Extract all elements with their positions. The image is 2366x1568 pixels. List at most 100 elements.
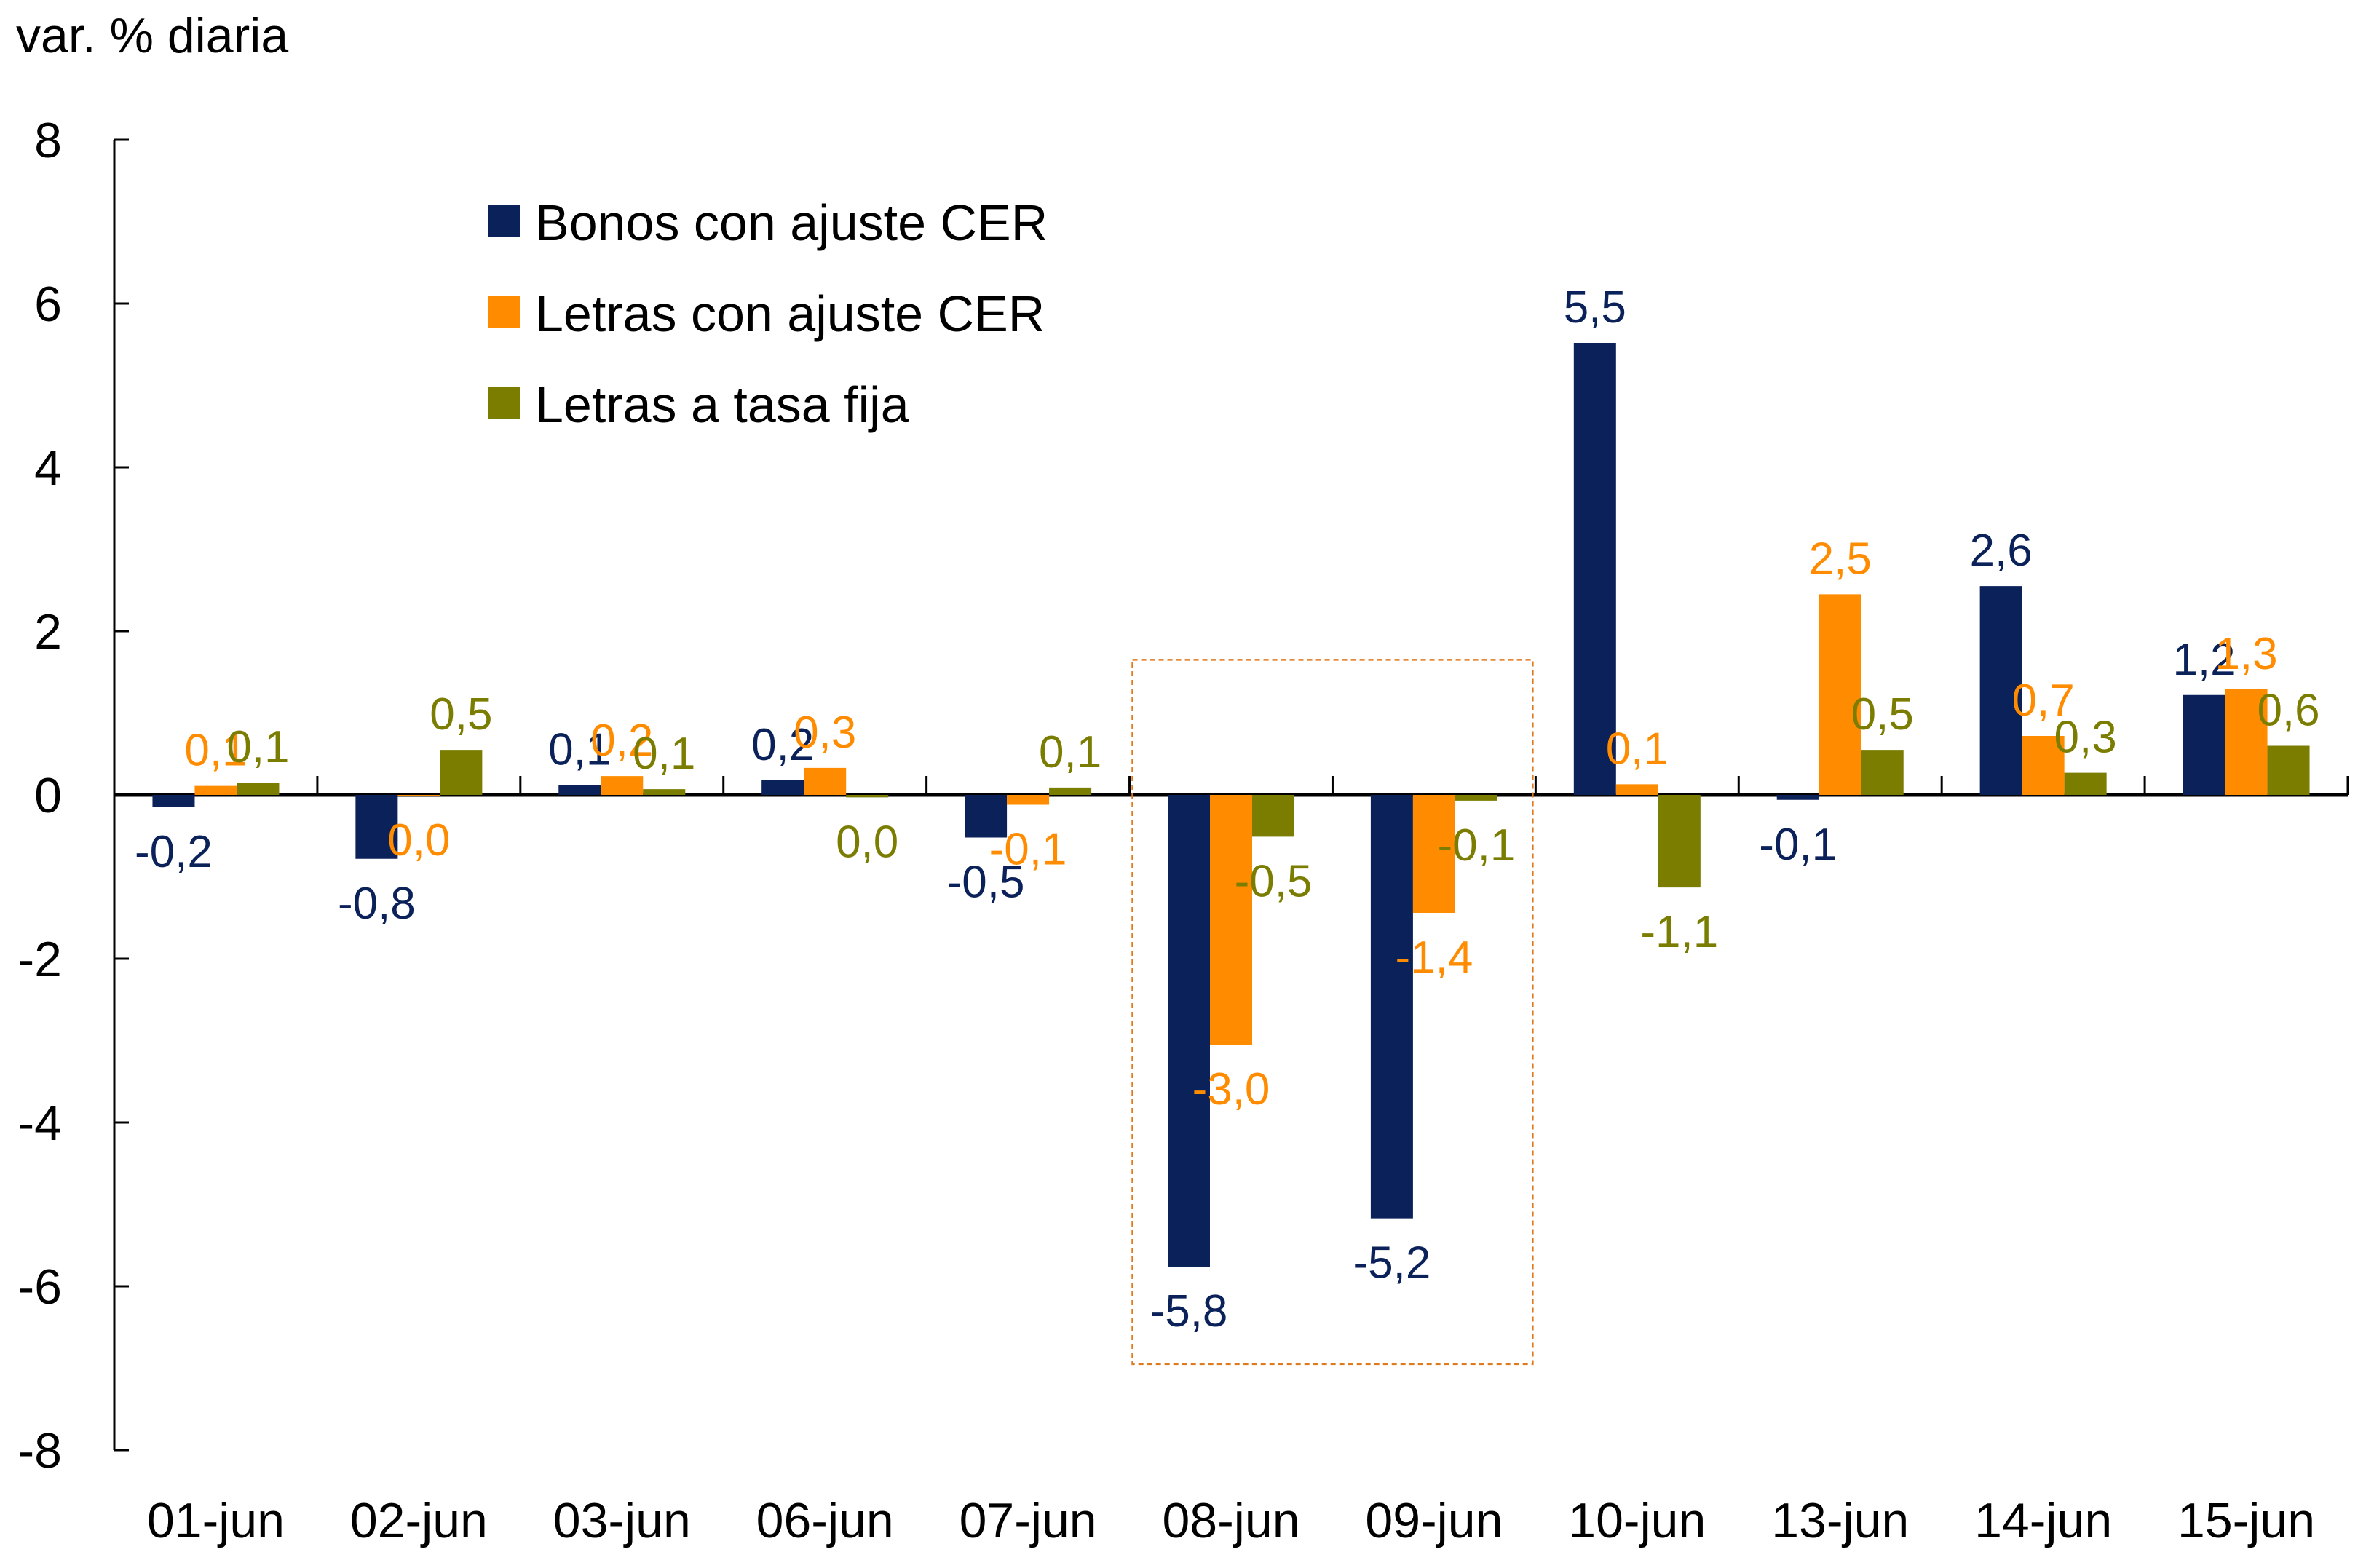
bar-letras-tasa-fija: [1049, 787, 1092, 795]
bar-bonos-cer: [1168, 795, 1210, 1267]
bar-letras-cer: [397, 795, 440, 796]
bar-bonos-cer: [965, 795, 1008, 838]
bar-letras-tasa-fija: [1455, 795, 1497, 801]
data-label: 0,1: [1606, 724, 1669, 774]
bar-letras-tasa-fija: [237, 783, 280, 795]
legend-label: Letras con ajuste CER: [535, 285, 1045, 342]
x-tick-label: 14-jun: [1974, 1493, 2112, 1548]
x-tick-label: 07-jun: [960, 1493, 1097, 1548]
axes: 8 6 4 2 0 -2 -4 -6 -8 01-jun 02-jun 03-jun 06-jun 07-…: [18, 113, 2349, 1548]
data-label: -1,1: [1640, 907, 1718, 957]
bar-letras-tasa-fija: [1861, 750, 1904, 795]
bar-letras-cer: [804, 767, 847, 795]
x-tick-label: 09-jun: [1365, 1493, 1503, 1548]
y-tick-label: -8: [18, 1423, 62, 1478]
bar-letras-tasa-fija: [1252, 795, 1294, 837]
data-label: 0,5: [430, 689, 492, 740]
bar-bonos-cer: [1370, 795, 1413, 1219]
y-tick-label: 4: [34, 440, 62, 496]
y-tick-label: -6: [18, 1259, 62, 1315]
legend-swatch: [488, 205, 520, 237]
bar-letras-tasa-fija: [2267, 745, 2310, 795]
bar-letras-cer: [601, 776, 644, 795]
bar-bonos-cer: [2183, 694, 2225, 795]
bar-bonos-cer: [1776, 795, 1819, 800]
bar-bonos-cer: [1573, 343, 1616, 795]
data-label: 0,3: [794, 708, 856, 758]
data-label: -1,4: [1395, 933, 1473, 983]
bar-bonos-cer: [355, 795, 398, 859]
y-tick-label: -4: [18, 1096, 62, 1151]
bar-bonos-cer: [1979, 586, 2022, 795]
data-label: 0,1: [1039, 727, 1101, 777]
data-label: -0,5: [947, 858, 1025, 908]
data-label: 0,1: [548, 725, 611, 775]
bar-bonos-cer: [558, 785, 601, 795]
bar-letras-cer: [1615, 784, 1658, 795]
data-label: -0,1: [989, 825, 1067, 875]
data-label: -3,0: [1192, 1064, 1270, 1114]
data-label: 0,3: [2054, 713, 2117, 763]
bar-bonos-cer: [152, 795, 195, 807]
data-labels: -0,2-0,80,1 0,2-0,5-5,8-5,25,5-0,12,61,20…: [135, 282, 2320, 1337]
data-label: -0,1: [1437, 820, 1515, 871]
bar-letras-tasa-fija: [846, 795, 889, 798]
data-label: 5,5: [1564, 282, 1626, 333]
data-label: 1,2: [2172, 635, 2235, 685]
bars: [152, 343, 2310, 1267]
bar-letras-cer: [1210, 795, 1252, 1045]
y-tick-label: 8: [34, 113, 62, 168]
data-label: -0,2: [135, 827, 213, 877]
data-label: -5,2: [1353, 1238, 1431, 1288]
data-label: 0,7: [2012, 676, 2075, 726]
bar-letras-cer: [2022, 736, 2065, 795]
data-label: 0,1: [226, 722, 289, 772]
bar-letras-tasa-fija: [643, 789, 686, 795]
x-tick-label: 01-jun: [147, 1493, 285, 1548]
data-label: 0,6: [2257, 686, 2319, 736]
legend-swatch: [488, 387, 520, 419]
data-label: -0,5: [1235, 856, 1313, 906]
data-label: 0,2: [590, 716, 653, 766]
x-tick-label: 03-jun: [553, 1493, 691, 1548]
bar-letras-tasa-fija: [1658, 795, 1701, 888]
bar-letras-tasa-fija: [440, 750, 483, 795]
x-tick-label: 15-jun: [2177, 1493, 2315, 1548]
bar-letras-tasa-fija: [2064, 772, 2107, 795]
bar-letras-cer: [1412, 795, 1455, 913]
y-tick-label: 0: [34, 768, 62, 823]
legend-label: Letras a tasa fija: [535, 376, 909, 433]
bar-letras-cer: [194, 785, 237, 795]
bar-letras-cer: [2225, 689, 2268, 795]
y-tick-label: 2: [34, 604, 62, 660]
bar-letras-cer: [1007, 795, 1050, 805]
data-label: -5,8: [1150, 1286, 1228, 1337]
data-label: -0,8: [338, 879, 416, 929]
highlight-box: [1131, 659, 1534, 1366]
legend-label: Bonos con ajuste CER: [535, 194, 1048, 251]
data-label: 2,5: [1809, 534, 1872, 584]
data-label: 0,0: [387, 815, 450, 866]
x-tick-label: 08-jun: [1162, 1493, 1299, 1548]
data-label: 1,3: [2215, 629, 2277, 679]
y-tick-label: 6: [34, 277, 62, 332]
data-label: 0,2: [751, 720, 814, 770]
legend: Bonos con ajuste CER Letras con ajuste CE…: [488, 194, 1048, 433]
data-label: -0,1: [1759, 820, 1837, 870]
data-label: 0,1: [184, 726, 247, 776]
data-label: 0,5: [1851, 689, 1914, 740]
x-tick-label: 06-jun: [756, 1493, 894, 1548]
y-tick-label: -2: [18, 932, 62, 987]
x-tick-label: 10-jun: [1568, 1493, 1706, 1548]
y-axis-title: var. % diaria: [16, 8, 288, 63]
bar-letras-cer: [1819, 594, 1861, 795]
data-label: 0,1: [633, 729, 695, 779]
bar-bonos-cer: [761, 780, 804, 795]
x-tick-label: 13-jun: [1771, 1493, 1909, 1548]
highlight-box-group: [1131, 659, 1534, 1366]
x-tick-label: 02-jun: [350, 1493, 488, 1548]
data-label: 2,6: [1970, 526, 2033, 576]
legend-swatch: [488, 296, 520, 328]
data-label: 0,0: [836, 817, 898, 867]
